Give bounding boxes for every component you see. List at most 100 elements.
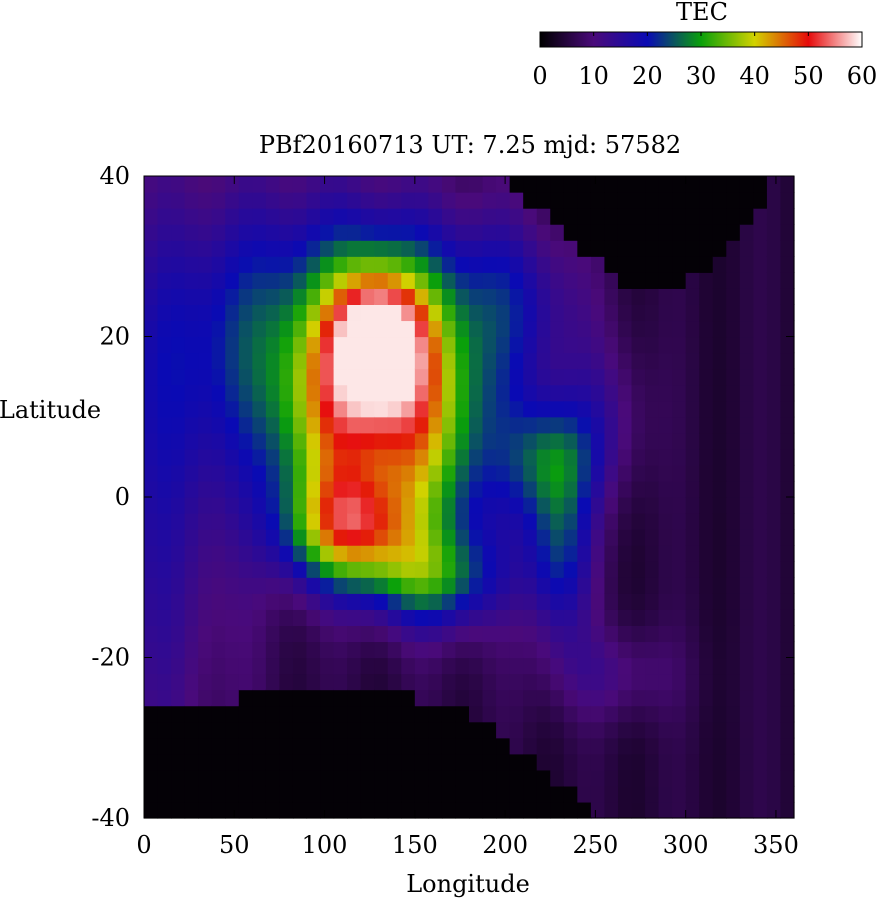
heatmap-cell: [225, 513, 240, 530]
heatmap-cell: [360, 737, 375, 755]
heatmap-cell: [726, 497, 741, 514]
heatmap-cell: [455, 753, 470, 771]
heatmap-cell: [333, 208, 348, 225]
heatmap-cell: [496, 208, 511, 225]
heatmap-cell: [414, 224, 429, 241]
heatmap-cell: [441, 352, 457, 370]
heatmap-cell: [144, 609, 159, 626]
heatmap-cell: [198, 657, 213, 675]
heatmap-cell: [211, 641, 226, 659]
heatmap-cell: [563, 497, 578, 514]
heatmap-cell: [739, 673, 754, 691]
heatmap-cell: [604, 545, 619, 562]
heatmap-cell: [455, 657, 470, 675]
heatmap-cell: [320, 464, 335, 482]
heatmap-cell: [482, 513, 497, 530]
heatmap-cell: [658, 769, 673, 787]
heatmap-cell: [265, 368, 281, 386]
heatmap-cell: [238, 561, 253, 578]
heatmap-cell: [171, 464, 186, 482]
heatmap-cell: [198, 785, 213, 803]
heatmap-cell: [523, 721, 538, 739]
heatmap-cell: [563, 657, 578, 675]
heatmap-cell: [347, 432, 362, 450]
heatmap-cell: [523, 705, 538, 723]
heatmap-cell: [225, 464, 240, 482]
heatmap-cell: [265, 689, 281, 707]
heatmap-cell: [550, 657, 565, 675]
heatmap-cell: [184, 448, 199, 466]
heatmap-cell: [536, 320, 551, 338]
heatmap-cell: [726, 432, 741, 450]
heatmap-cell: [347, 737, 362, 755]
heatmap-cell: [265, 304, 281, 322]
heatmap-cell: [347, 593, 362, 610]
heatmap-cell: [550, 384, 565, 402]
heatmap-cell: [658, 272, 673, 289]
heatmap-cell: [211, 176, 226, 193]
heatmap-cell: [387, 689, 402, 707]
heatmap-cell: [360, 208, 375, 225]
heatmap-cell: [333, 561, 348, 578]
heatmap-cell: [658, 464, 673, 482]
heatmap-cell: [482, 801, 497, 819]
heatmap-cell: [685, 480, 700, 498]
heatmap-cell: [360, 336, 375, 354]
heatmap-cell: [428, 464, 443, 482]
heatmap-cell: [550, 208, 565, 225]
heatmap-cell: [699, 689, 714, 707]
heatmap-cell: [333, 448, 348, 466]
heatmap-cell: [265, 513, 281, 530]
heatmap-cell: [509, 336, 524, 354]
heatmap-cell: [753, 737, 768, 755]
heatmap-cell: [401, 336, 416, 354]
heatmap-cell: [211, 593, 226, 610]
heatmap-cell: [292, 673, 308, 691]
heatmap-cell: [753, 593, 768, 610]
heatmap-cell: [374, 432, 389, 450]
heatmap-cell: [292, 320, 308, 338]
heatmap-cell: [482, 384, 497, 402]
heatmap-cell: [238, 448, 253, 466]
heatmap-cell: [550, 416, 565, 434]
heatmap-cell: [211, 689, 226, 707]
heatmap-cell: [645, 192, 660, 209]
heatmap-cell: [306, 593, 321, 610]
heatmap-cell: [225, 192, 240, 209]
heatmap-cell: [360, 400, 375, 418]
heatmap-cell: [712, 705, 727, 723]
heatmap-cell: [428, 737, 443, 755]
heatmap-cell: [374, 561, 389, 578]
heatmap-cell: [144, 529, 159, 546]
heatmap-cell: [306, 513, 321, 530]
heatmap-cell: [374, 352, 389, 370]
heatmap-cell: [387, 240, 402, 257]
heatmap-cell: [441, 657, 457, 675]
heatmap-cell: [509, 208, 524, 225]
heatmap-cell: [387, 753, 402, 771]
heatmap-cell: [550, 192, 565, 209]
heatmap-cell: [198, 737, 213, 755]
heatmap-cell: [482, 448, 497, 466]
heatmap-cell: [739, 432, 754, 450]
heatmap-cell: [144, 224, 159, 241]
heatmap-cell: [482, 320, 497, 338]
heatmap-cell: [265, 320, 281, 338]
heatmap-cell: [198, 416, 213, 434]
heatmap-cell: [279, 224, 294, 241]
heatmap-cell: [712, 352, 727, 370]
heatmap-cell: [699, 577, 714, 594]
heatmap-cell: [333, 721, 348, 739]
heatmap-cell: [211, 336, 226, 354]
heatmap-cell: [645, 224, 660, 241]
heatmap-cell: [374, 192, 389, 209]
heatmap-cell: [455, 721, 470, 739]
heatmap-cell: [685, 609, 700, 626]
heatmap-cell: [658, 721, 673, 739]
heatmap-cell: [658, 705, 673, 723]
heatmap-cell: [496, 721, 511, 739]
heatmap-cell: [387, 256, 402, 273]
heatmap-cell: [360, 513, 375, 530]
heatmap-cell: [157, 448, 172, 466]
heatmap-cell: [265, 432, 281, 450]
